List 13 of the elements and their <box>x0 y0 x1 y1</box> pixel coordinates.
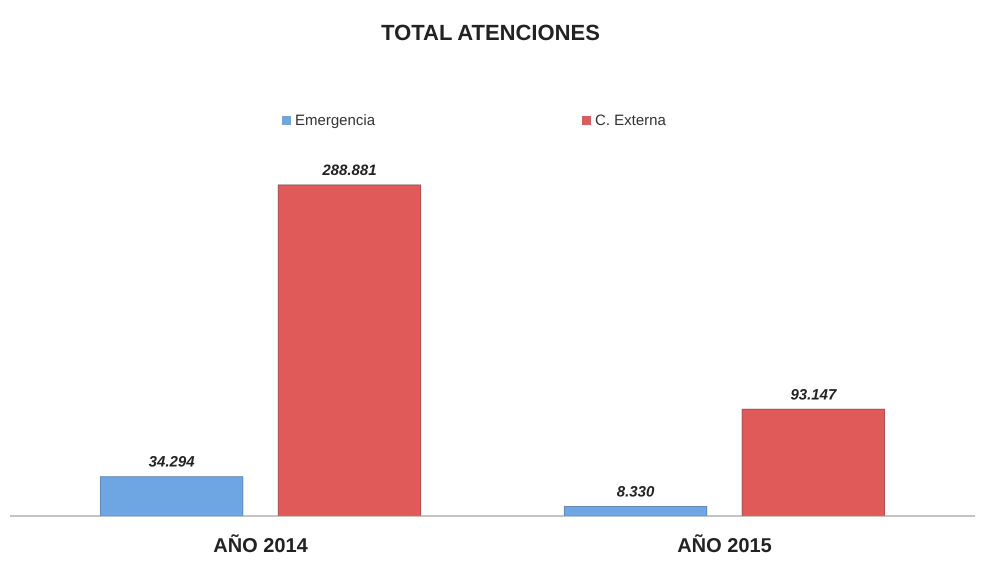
bar <box>564 506 708 516</box>
x-tick-label: AÑO 2015 <box>677 534 772 558</box>
data-label: 93.147 <box>790 386 837 404</box>
legend-label: Emergencia <box>295 112 376 129</box>
data-label: 288.881 <box>321 162 377 179</box>
data-label: 34.294 <box>148 454 196 471</box>
bar <box>742 408 886 516</box>
bar <box>100 476 244 516</box>
chart-title: TOTAL ATENCIONES <box>381 20 600 45</box>
data-label: 8.330 <box>616 483 655 500</box>
bar <box>278 184 422 516</box>
legend-label: C. Externa <box>595 112 667 129</box>
x-tick-label: AÑO 2014 <box>213 534 309 558</box>
